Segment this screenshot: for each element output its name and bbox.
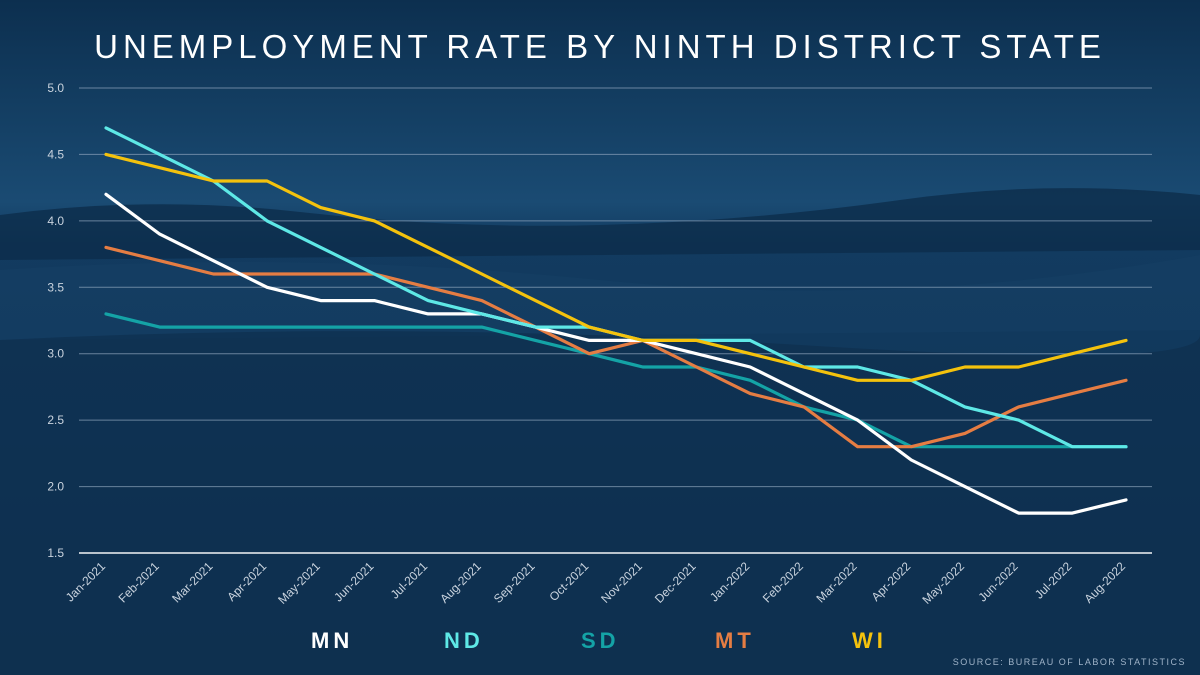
x-tick-label: Jul-2021 (388, 559, 431, 602)
y-tick-label: 4.5 (47, 147, 64, 161)
series-line-wi (104, 152, 1128, 382)
x-tick-label: Nov-2021 (598, 559, 645, 606)
legend: MN ND SD MT WI (0, 628, 1200, 658)
series-line-mn (104, 192, 1128, 515)
legend-item-mn: MN (311, 628, 354, 653)
x-tick-label: Mar-2022 (813, 559, 859, 605)
x-tick-label: Apr-2022 (869, 559, 914, 604)
y-tick-label: 2.5 (47, 413, 64, 427)
y-tick-label: 4.0 (47, 214, 64, 228)
x-tick-label: Mar-2021 (169, 559, 215, 605)
source-note: SOURCE: BUREAU OF LABOR STATISTICS (952, 657, 1186, 667)
gridlines (79, 87, 1152, 554)
y-tick-label: 1.5 (47, 546, 64, 560)
x-tick-label: Apr-2021 (224, 559, 269, 604)
x-axis-ticks: Jan-2021 Feb-2021 Mar-2021 Apr-2021 May-2021… (63, 559, 1129, 607)
legend-item-wi: WI (852, 628, 887, 653)
x-tick-label: Feb-2022 (760, 559, 806, 605)
x-tick-label: Jan-2022 (707, 559, 753, 605)
series-line-mt (104, 245, 1128, 449)
y-tick-label: 5.0 (47, 81, 64, 95)
x-tick-label: May-2022 (919, 559, 967, 607)
y-tick-label: 3.0 (47, 347, 64, 361)
x-tick-label: Feb-2021 (116, 559, 162, 605)
y-tick-label: 2.0 (47, 480, 64, 494)
x-tick-label: Sep-2021 (491, 559, 538, 606)
chart-title: UNEMPLOYMENT RATE BY NINTH DISTRICT STAT… (94, 28, 1106, 65)
x-tick-label: Jun-2022 (975, 559, 1021, 605)
legend-item-nd: ND (444, 628, 484, 653)
x-tick-label: May-2021 (275, 559, 323, 607)
y-axis-ticks: 5.0 4.5 4.0 3.5 3.0 2.5 2.0 1.5 (47, 81, 64, 560)
series-lines (104, 126, 1128, 515)
x-tick-label: Jun-2021 (331, 559, 377, 605)
legend-item-mt: MT (715, 628, 755, 653)
legend-item-sd: SD (581, 628, 620, 653)
y-tick-label: 3.5 (47, 280, 64, 294)
x-tick-label: Jan-2021 (63, 559, 109, 605)
x-tick-label: Jul-2022 (1032, 559, 1075, 602)
x-tick-label: Aug-2021 (437, 559, 484, 606)
x-tick-label: Oct-2021 (546, 559, 591, 604)
x-tick-label: Aug-2022 (1081, 559, 1128, 606)
x-tick-label: Dec-2021 (652, 559, 699, 606)
series-line-sd (104, 312, 1128, 449)
